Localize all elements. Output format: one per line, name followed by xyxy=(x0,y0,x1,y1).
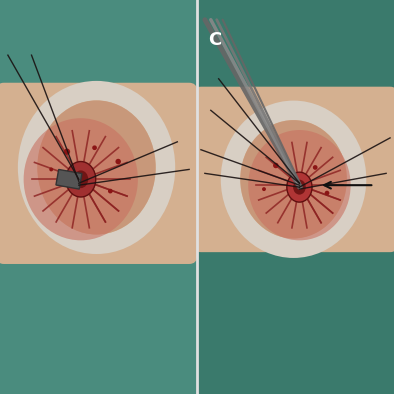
Circle shape xyxy=(325,191,329,195)
Ellipse shape xyxy=(73,170,88,188)
Ellipse shape xyxy=(287,172,312,202)
FancyBboxPatch shape xyxy=(56,169,82,189)
Ellipse shape xyxy=(293,180,306,195)
Circle shape xyxy=(64,149,70,155)
Circle shape xyxy=(92,145,97,150)
Circle shape xyxy=(49,167,53,171)
Circle shape xyxy=(313,165,318,170)
Circle shape xyxy=(273,163,279,168)
Circle shape xyxy=(262,187,266,191)
Circle shape xyxy=(108,189,113,193)
Ellipse shape xyxy=(24,118,138,240)
Bar xyxy=(0,0,197,394)
Ellipse shape xyxy=(248,130,351,240)
FancyBboxPatch shape xyxy=(193,87,394,252)
Ellipse shape xyxy=(37,100,156,234)
Circle shape xyxy=(115,159,121,164)
Ellipse shape xyxy=(66,162,96,197)
Ellipse shape xyxy=(240,120,347,238)
Bar xyxy=(197,0,394,394)
FancyBboxPatch shape xyxy=(0,83,197,264)
Text: C: C xyxy=(208,31,221,49)
